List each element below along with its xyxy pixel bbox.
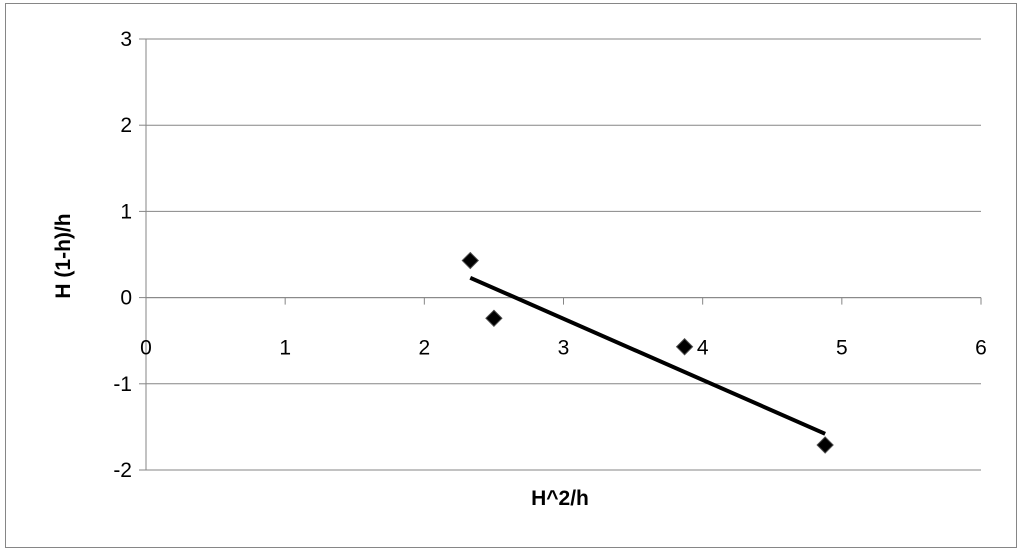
x-axis-title: H^2/h (531, 487, 589, 510)
y-tick-label-4: 2 (120, 114, 132, 137)
axes (139, 38, 982, 471)
y-tick-label-3: 1 (120, 200, 132, 223)
data-point-0-0 (461, 251, 479, 270)
trendline-group (469, 275, 826, 436)
y-axis-title: H (1-h)/h (52, 213, 75, 298)
y-tick-label-1: -1 (113, 373, 132, 396)
x-tick-label-0: 0 (140, 337, 152, 360)
y-tick-label-5: 3 (120, 28, 132, 51)
y-tick-label-2: 0 (120, 287, 132, 310)
y-tick-labels: -2 -1 0 1 2 3 (113, 28, 132, 482)
data-points (461, 251, 834, 454)
x-tick-label-4: 4 (697, 337, 709, 360)
trendline (469, 275, 826, 436)
y-tick-label-0: -2 (113, 459, 132, 482)
chart-frame (5, 3, 1017, 548)
x-tick-label-5: 5 (836, 337, 848, 360)
x-tick-label-1: 1 (279, 337, 291, 360)
data-point-0-3 (816, 436, 834, 454)
x-tick-labels: 0 1 2 3 4 5 6 (140, 337, 987, 360)
gridlines (146, 38, 981, 471)
x-tick-label-3: 3 (558, 337, 570, 360)
x-tick-label-6: 6 (975, 337, 987, 360)
data-point-0-1 (485, 309, 503, 327)
x-tick-label-2: 2 (418, 337, 430, 360)
data-point-0-2 (675, 338, 694, 356)
